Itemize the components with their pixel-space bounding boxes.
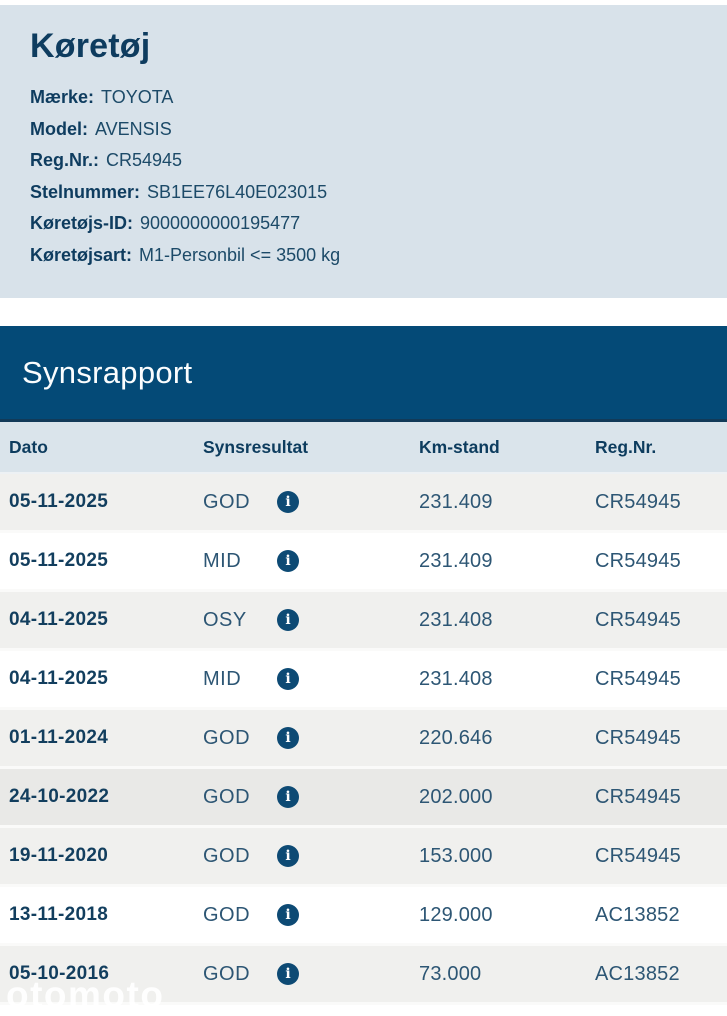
row-km: 220.646 [419, 726, 493, 749]
table-row: 05-11-2025 GOD i 231.409 CR54945 [0, 474, 727, 533]
row-reg: CR54945 [595, 667, 681, 690]
field-value: CR54945 [106, 150, 183, 170]
row-date: 04-11-2025 [9, 609, 109, 630]
table-row: 05-11-2025 MID i 231.409 CR54945 [0, 533, 727, 592]
field-value: SB1EE76L40E023015 [147, 181, 328, 202]
row-date: 19-11-2020 [9, 845, 109, 866]
row-reg: CR54945 [595, 490, 681, 513]
inspection-table: Dato Synsresultat Km-stand Reg.Nr. 05-11… [0, 419, 727, 1005]
field-label: Køretøjs-ID: [30, 213, 133, 233]
vehicle-field-regnr: Reg.Nr.: CR54945 [30, 145, 697, 177]
row-result: GOD [203, 490, 251, 513]
info-icon[interactable]: i [277, 786, 299, 808]
row-result: OSY [203, 608, 247, 631]
row-date: 05-10-2016 [9, 963, 110, 984]
field-value: AVENSIS [95, 118, 172, 139]
row-result-cell: OSY i [203, 609, 419, 632]
vehicle-field-vehicle-id: Køretøjs-ID: 9000000000195477 [30, 208, 697, 240]
row-date: 01-11-2024 [9, 727, 109, 748]
field-value: M1-Personbil <= 3500 kg [139, 244, 341, 265]
field-label: Reg.Nr.: [30, 150, 100, 170]
row-reg: AC13852 [595, 903, 680, 926]
row-date: 24-10-2022 [9, 786, 110, 807]
report-title: Synsrapport [22, 354, 193, 390]
info-icon[interactable]: i [277, 668, 299, 690]
row-km: 231.409 [419, 549, 493, 572]
row-km: 129.000 [419, 903, 493, 926]
row-result: GOD [203, 844, 251, 867]
vehicle-title: Køretøj [30, 27, 151, 65]
column-header-dato: Dato [9, 436, 48, 457]
row-date: 05-11-2025 [9, 491, 109, 512]
table-row: 13-11-2018 GOD i 129.000 AC13852 [0, 887, 727, 946]
info-icon[interactable]: i [277, 609, 299, 631]
row-result-cell: GOD i [203, 727, 419, 750]
row-result: MID [203, 549, 242, 572]
field-label: Stelnummer: [30, 181, 141, 202]
row-result-cell: GOD i [203, 963, 419, 986]
row-result: GOD [203, 726, 251, 749]
row-result: MID [203, 667, 242, 690]
row-result-cell: GOD i [203, 904, 419, 927]
row-reg: CR54945 [595, 844, 681, 867]
table-row: 05-10-2016 GOD i 73.000 AC13852 [0, 946, 727, 1005]
info-icon[interactable]: i [277, 491, 299, 513]
row-reg: CR54945 [595, 608, 681, 631]
vehicle-field-make: Mærke: TOYOTA [30, 82, 697, 114]
row-reg: CR54945 [595, 726, 681, 749]
row-reg: CR54945 [595, 785, 681, 808]
vehicle-field-vin: Stelnummer: SB1EE76L40E023015 [30, 177, 697, 209]
vehicle-field-model: Model: AVENSIS [30, 114, 697, 146]
field-label: Model: [30, 118, 88, 139]
row-km: 153.000 [419, 844, 493, 867]
field-value: 9000000000195477 [140, 213, 301, 233]
row-result: GOD [203, 785, 251, 808]
row-km: 202.000 [419, 785, 493, 808]
row-km: 231.408 [419, 608, 493, 631]
info-icon[interactable]: i [277, 904, 299, 926]
info-icon[interactable]: i [277, 727, 299, 749]
row-km: 231.408 [419, 667, 493, 690]
row-result-cell: GOD i [203, 491, 419, 514]
table-header-row: Dato Synsresultat Km-stand Reg.Nr. [0, 419, 727, 474]
row-reg: CR54945 [595, 549, 681, 572]
row-result: GOD [203, 903, 251, 926]
row-km: 73.000 [419, 962, 482, 985]
column-header-km-stand: Km-stand [419, 436, 500, 457]
vehicle-field-vehicle-type: Køretøjsart: M1-Personbil <= 3500 kg [30, 240, 697, 272]
table-row: 19-11-2020 GOD i 153.000 CR54945 [0, 828, 727, 887]
row-result: GOD [203, 962, 251, 985]
column-header-regnr: Reg.Nr. [595, 436, 657, 457]
field-label: Køretøjsart: [30, 244, 133, 265]
row-result-cell: MID i [203, 668, 419, 691]
table-row: 04-11-2025 OSY i 231.408 CR54945 [0, 592, 727, 651]
row-date: 05-11-2025 [9, 550, 109, 571]
table-row: 04-11-2025 MID i 231.408 CR54945 [0, 651, 727, 710]
info-icon[interactable]: i [277, 550, 299, 572]
field-value: TOYOTA [101, 87, 174, 107]
field-label: Mærke: [30, 87, 95, 107]
info-icon[interactable]: i [277, 845, 299, 867]
table-row: 24-10-2022 GOD i 202.000 CR54945 [0, 769, 727, 828]
table-row: 01-11-2024 GOD i 220.646 CR54945 [0, 710, 727, 769]
vehicle-info-panel: Køretøj Mærke: TOYOTA Model: AVENSIS Reg.N… [0, 5, 727, 298]
row-date: 04-11-2025 [9, 668, 109, 689]
row-result-cell: GOD i [203, 845, 419, 868]
report-header-bar: Synsrapport [0, 326, 727, 419]
column-header-synsresultat: Synsresultat [203, 436, 309, 457]
row-result-cell: GOD i [203, 786, 419, 809]
info-icon[interactable]: i [277, 963, 299, 985]
row-result-cell: MID i [203, 550, 419, 573]
row-km: 231.409 [419, 490, 493, 513]
row-reg: AC13852 [595, 962, 680, 985]
row-date: 13-11-2018 [9, 904, 109, 925]
